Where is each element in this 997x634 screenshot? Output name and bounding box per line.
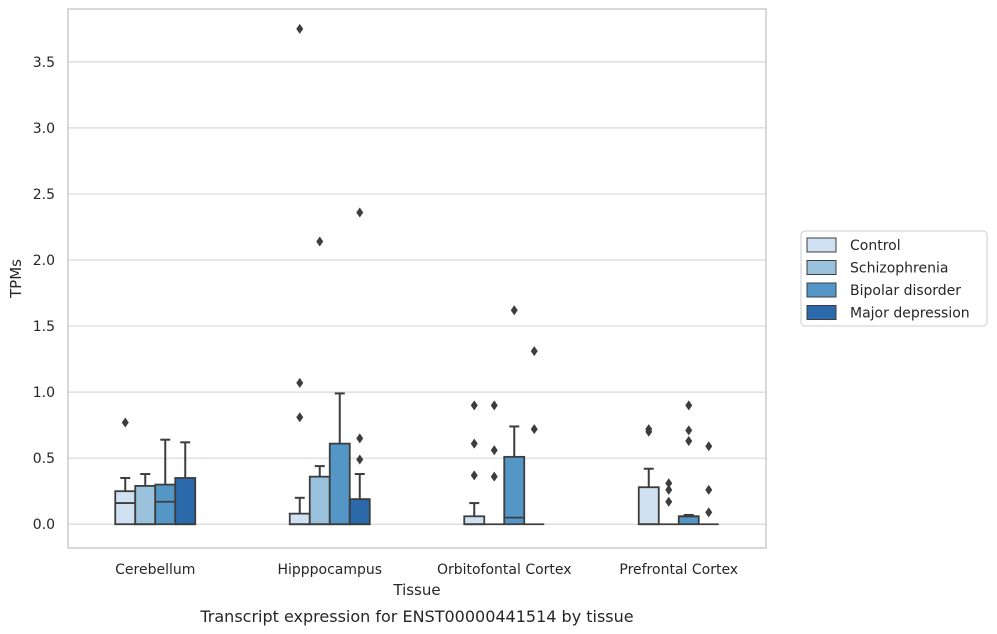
outlier-point xyxy=(665,484,673,495)
outlier-point xyxy=(490,445,498,456)
y-tick-label: 0.0 xyxy=(33,517,55,533)
x-tick-label: Cerebellum xyxy=(115,562,195,578)
box-body xyxy=(637,486,660,526)
legend: Control Schizophrenia Bipolar disorder Majo… xyxy=(800,230,988,327)
x-tick-label: Prefrontal Cortex xyxy=(619,562,738,578)
box-major-depression xyxy=(174,441,197,526)
box-body xyxy=(134,485,157,526)
box-major-depression xyxy=(348,207,371,526)
box-schizophrenia xyxy=(658,478,679,526)
outlier-point xyxy=(705,507,713,518)
outlier-point xyxy=(665,478,673,489)
outlier-point xyxy=(296,23,304,34)
outlier-point xyxy=(470,438,478,449)
outlier-point xyxy=(316,236,324,247)
box-body xyxy=(503,455,526,526)
outlier-point xyxy=(685,425,693,436)
y-tick-label: 1.5 xyxy=(33,319,55,335)
outlier-point xyxy=(685,400,693,411)
outlier-point xyxy=(470,470,478,481)
outlier-point xyxy=(685,435,693,446)
legend-items: Control Schizophrenia Bipolar disorder Majo… xyxy=(806,237,970,322)
y-tick-labels: 0.0 0.5 1.0 1.5 2.0 2.5 3.0 3.5 xyxy=(33,55,55,533)
outlier-point xyxy=(490,400,498,411)
outlier-point xyxy=(296,412,304,423)
chart-caption: Transcript expression for ENST0000044151… xyxy=(199,607,633,626)
box-control xyxy=(114,417,137,526)
box-major-depression xyxy=(698,441,719,526)
outlier-point xyxy=(510,305,518,316)
y-axis-label: TPMs xyxy=(7,259,25,299)
y-tick-label: 2.0 xyxy=(33,253,55,269)
legend-swatch xyxy=(806,305,837,320)
boxplots xyxy=(114,23,719,526)
box-schizophrenia xyxy=(484,400,505,526)
outlier-point xyxy=(705,484,713,495)
box-schizophrenia xyxy=(308,236,331,526)
box-body xyxy=(677,515,700,526)
outlier-point xyxy=(470,400,478,411)
x-tick-labels: Cerebellum Hipppocampus Orbitofontal Corte… xyxy=(115,562,738,578)
y-tick-label: 3.5 xyxy=(33,55,55,71)
outlier-point xyxy=(530,346,538,357)
box-body xyxy=(348,498,371,526)
legend-item: Bipolar disorder xyxy=(806,282,961,299)
box-bipolar-disorder xyxy=(677,400,700,526)
outlier-point xyxy=(530,424,538,435)
box-schizophrenia xyxy=(134,473,157,526)
y-tick-label: 3.0 xyxy=(33,121,55,137)
x-axis-label: Tissue xyxy=(392,581,440,599)
outlier-point xyxy=(356,207,364,218)
legend-label: Control xyxy=(850,238,901,254)
box-bipolar-disorder xyxy=(503,305,526,526)
outlier-point xyxy=(490,471,498,482)
legend-item: Control xyxy=(806,237,901,254)
box-body xyxy=(114,490,137,526)
axes-frame xyxy=(67,8,767,549)
y-tick-label: 2.5 xyxy=(33,187,55,203)
x-tick-label: Orbitofontal Cortex xyxy=(437,562,572,578)
box-body xyxy=(308,475,331,526)
legend-swatch xyxy=(806,282,837,298)
box-bipolar-disorder xyxy=(328,392,351,526)
outlier-point xyxy=(356,433,364,444)
legend-label: Major depression xyxy=(850,306,970,322)
box-bipolar-disorder xyxy=(154,438,177,526)
legend-item: Schizophrenia xyxy=(806,260,948,277)
outlier-point xyxy=(296,377,304,388)
outlier-point xyxy=(356,454,364,465)
legend-label: Schizophrenia xyxy=(850,261,948,277)
box-body xyxy=(174,477,197,526)
grid-lines xyxy=(68,61,766,525)
box-major-depression xyxy=(524,346,545,526)
box-control xyxy=(288,23,311,526)
legend-item: Major depression xyxy=(806,305,970,322)
box-control xyxy=(637,424,660,526)
outlier-point xyxy=(705,441,713,452)
box-control xyxy=(463,400,486,526)
outlier-point xyxy=(645,424,653,435)
box-body xyxy=(463,515,486,526)
box-body xyxy=(288,512,311,526)
outlier-point xyxy=(665,496,673,507)
legend-swatch xyxy=(806,237,837,253)
outlier-point xyxy=(121,417,129,428)
x-tick-label: Hipppocampus xyxy=(277,562,382,578)
box-body xyxy=(328,442,351,526)
legend-label: Bipolar disorder xyxy=(850,283,961,299)
legend-frame xyxy=(800,230,988,327)
box-body xyxy=(154,483,177,526)
legend-swatch xyxy=(806,260,837,275)
y-tick-label: 0.5 xyxy=(33,451,55,467)
y-tick-label: 1.0 xyxy=(33,385,55,401)
